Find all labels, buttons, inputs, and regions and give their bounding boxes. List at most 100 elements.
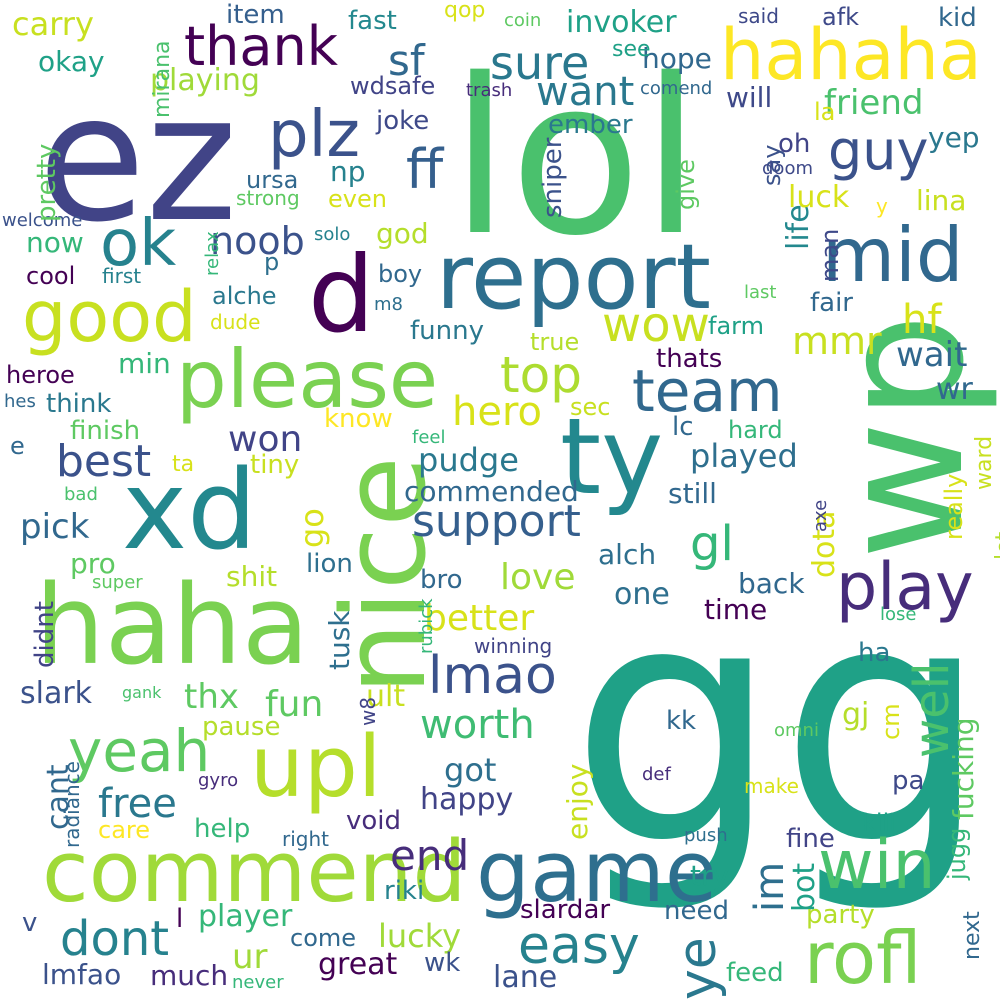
cloud-word: even	[328, 185, 387, 213]
cloud-word: m8	[374, 294, 403, 315]
cloud-word: item	[226, 0, 285, 30]
cloud-word: tiny	[250, 450, 300, 480]
cloud-word: much	[150, 959, 229, 992]
cloud-word: played	[690, 437, 798, 475]
cloud-word: rofl	[804, 916, 922, 1000]
cloud-word: party	[806, 900, 875, 930]
cloud-word: bad	[64, 484, 98, 505]
cloud-word: super	[92, 572, 143, 593]
cloud-word: true	[530, 328, 580, 356]
cloud-word: right	[282, 827, 329, 851]
cloud-word: doom	[762, 158, 813, 179]
cloud-word: d	[308, 234, 375, 356]
cloud-word: bro	[420, 565, 463, 595]
cloud-word: now	[26, 226, 84, 259]
cloud-word: finish	[70, 416, 141, 446]
cloud-word: jugg	[943, 827, 971, 880]
cloud-word: feel	[412, 427, 446, 448]
cloud-word: back	[738, 567, 805, 600]
cloud-word: care	[98, 816, 151, 844]
cloud-word: better	[424, 598, 535, 639]
cloud-word: man	[816, 228, 844, 282]
cloud-word: cool	[26, 262, 76, 290]
cloud-word: push	[684, 825, 728, 846]
cloud-word: know	[324, 404, 393, 434]
cloud-word: great	[318, 947, 398, 982]
cloud-word: kill	[862, 809, 896, 837]
cloud-word: wdsafe	[350, 72, 436, 100]
cloud-word: axe	[810, 499, 831, 532]
cloud-word: void	[346, 806, 402, 836]
cloud-word: want	[536, 69, 635, 115]
cloud-word: never	[232, 972, 284, 993]
cloud-word: commended	[404, 475, 579, 508]
cloud-word: good	[22, 276, 197, 358]
cloud-word: guy	[828, 119, 929, 182]
cloud-word: feed	[726, 958, 784, 988]
cloud-word: god	[376, 217, 429, 250]
cloud-word: thank	[184, 15, 338, 78]
cloud-word: last	[744, 282, 777, 303]
cloud-word: ursa	[246, 166, 299, 194]
cloud-word: noob	[210, 219, 305, 263]
cloud-word: joke	[376, 106, 430, 136]
cloud-word: gl	[690, 516, 734, 572]
cloud-word: playing	[150, 63, 260, 98]
cloud-word: np	[330, 155, 366, 188]
cloud-word: team	[632, 357, 783, 425]
cloud-word: ye	[668, 937, 728, 1000]
cloud-word: top	[500, 346, 582, 404]
cloud-word: thx	[184, 677, 240, 717]
cloud-word: dont	[60, 911, 170, 967]
cloud-word: l	[176, 904, 184, 934]
cloud-word: best	[56, 436, 152, 487]
cloud-word: strong	[236, 186, 300, 210]
cloud-word: got	[444, 751, 497, 789]
cloud-word: happy	[420, 782, 514, 817]
cloud-word: wait	[896, 335, 968, 375]
cloud-word: sure	[490, 36, 590, 90]
cloud-word: y	[876, 194, 888, 218]
cloud-word: ha	[858, 638, 891, 668]
cloud-word: radiance	[60, 761, 84, 848]
cloud-word: lucky	[378, 917, 462, 955]
cloud-word: help	[194, 814, 251, 844]
cloud-word: pro	[70, 547, 116, 580]
cloud-word: lane	[493, 960, 558, 995]
cloud-word: fun	[265, 684, 324, 725]
cloud-word: def	[642, 764, 671, 785]
cloud-word: really	[940, 473, 968, 540]
cloud-word: slardar	[520, 895, 611, 925]
cloud-word: mirana	[150, 40, 175, 119]
cloud-word: pick	[20, 507, 90, 547]
cloud-word: w8	[356, 696, 380, 726]
cloud-word: riki	[384, 876, 425, 906]
cloud-word: lc	[672, 412, 694, 442]
cloud-word: hf	[902, 297, 942, 343]
cloud-word: easy	[518, 916, 640, 976]
cloud-word: funny	[410, 316, 484, 346]
cloud-word: let	[992, 531, 1000, 560]
cloud-word: won	[228, 419, 303, 460]
cloud-word: player	[198, 899, 293, 934]
cloud-word: gyro	[198, 770, 239, 791]
cloud-word: ember	[548, 110, 633, 140]
cloud-word: invoker	[566, 5, 677, 40]
cloud-word: upl	[250, 718, 382, 817]
cloud-word: sniper	[538, 137, 568, 218]
cloud-word: support	[412, 496, 581, 547]
cloud-word: commend	[42, 823, 467, 922]
cloud-word: need	[664, 896, 729, 926]
cloud-word: hope	[642, 42, 712, 75]
cloud-word: fine	[786, 824, 835, 854]
cloud-word: make	[744, 774, 799, 798]
cloud-word: fair	[810, 288, 853, 318]
cloud-word: hard	[728, 416, 783, 444]
cloud-word: wr	[936, 372, 973, 407]
cloud-word: haha	[35, 561, 310, 689]
cloud-word: rubick	[416, 598, 437, 654]
cloud-word: lol	[450, 32, 702, 283]
cloud-word: lose	[880, 604, 917, 625]
cloud-word: sf	[388, 36, 425, 85]
cloud-word: fast	[348, 6, 397, 36]
